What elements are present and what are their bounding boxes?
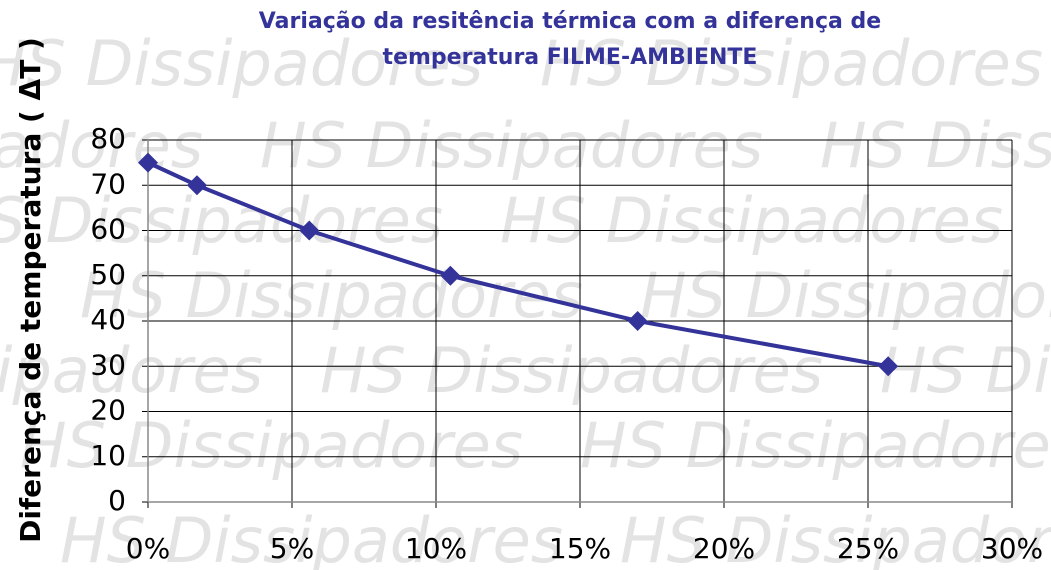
x-tick-label: 5% xyxy=(270,532,314,565)
x-tick-label: 30% xyxy=(981,532,1043,565)
y-tick-label: 80 xyxy=(90,122,126,155)
x-tick-label: 20% xyxy=(693,532,755,565)
watermark: HS Dissipadores xyxy=(500,184,1003,257)
watermark: HS Dissipadores xyxy=(820,109,1051,182)
marker xyxy=(878,356,899,377)
watermark: HS Dissipadores xyxy=(260,109,763,182)
watermark: HS Dissipadores xyxy=(0,27,483,100)
watermark: HS Dissipadores xyxy=(620,504,1051,570)
y-tick-label: 60 xyxy=(90,213,126,246)
watermark: HS Dissipadores xyxy=(580,409,1051,482)
x-tick-label: 25% xyxy=(837,532,899,565)
watermark: HS Dissipadores xyxy=(0,334,263,407)
y-axis-label: Diferença de temperatura ( ΔT ) xyxy=(14,37,47,543)
plot: 0 10 20 30 40 50 60 70 80 0% 5% 10% 15% 20% 25% 30% xyxy=(90,122,1043,565)
watermark: HS Dissipadores xyxy=(80,259,583,332)
x-tick-label: 15% xyxy=(549,532,611,565)
y-tick-label: 20 xyxy=(90,394,126,427)
series-line xyxy=(147,160,889,369)
watermark: HS Dissipadores xyxy=(0,109,203,182)
y-tick-label: 30 xyxy=(90,348,126,381)
chart-title: Variação da resitência térmica com a dif… xyxy=(259,9,881,34)
y-tick-label: 10 xyxy=(90,439,126,472)
y-tick-label: 50 xyxy=(90,258,126,291)
y-tick-label: 70 xyxy=(90,167,126,200)
marker xyxy=(299,220,320,241)
marker xyxy=(138,152,158,173)
marker xyxy=(627,311,648,331)
y-tick-label: 40 xyxy=(90,303,126,336)
watermark: HS Dissipadores xyxy=(60,504,563,570)
watermark: HS Dissipadores xyxy=(880,334,1051,407)
watermark: HS Dissipadores xyxy=(20,409,523,482)
y-tick-label: 0 xyxy=(108,484,126,517)
watermark: HS Dissipadores xyxy=(320,334,823,407)
marker xyxy=(186,175,207,196)
x-tick-label: 10% xyxy=(405,532,467,565)
x-tick-label: 0% xyxy=(126,532,170,565)
chart-title: temperatura FILME-AMBIENTE xyxy=(383,45,758,70)
watermark: HS Dissipadores xyxy=(640,259,1051,332)
marker xyxy=(440,265,461,286)
watermark: HS Dissipadores xyxy=(540,27,1043,100)
